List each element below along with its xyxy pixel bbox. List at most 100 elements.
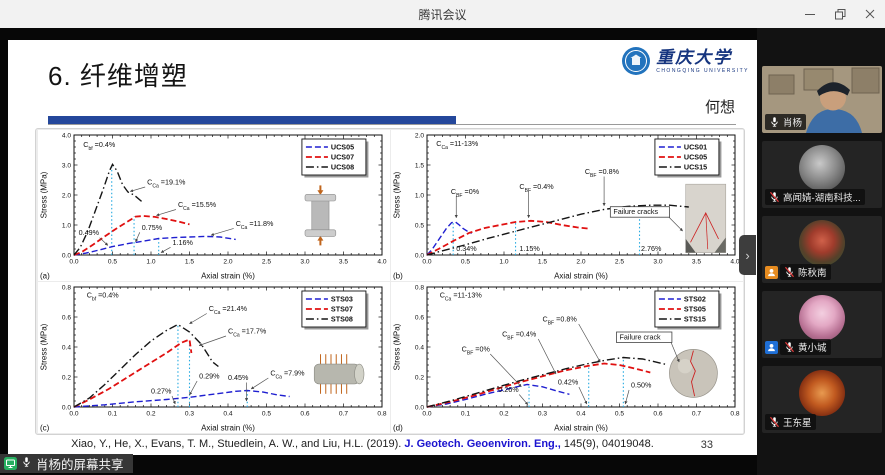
svg-text:0.0: 0.0 bbox=[69, 259, 78, 266]
svg-text:(d): (d) bbox=[393, 424, 403, 433]
svg-text:STS08: STS08 bbox=[331, 315, 353, 324]
svg-text:0.29%: 0.29% bbox=[199, 372, 220, 381]
microphone-muted-icon bbox=[769, 416, 780, 428]
minimize-icon bbox=[805, 14, 815, 15]
svg-text:1.16%: 1.16% bbox=[173, 238, 194, 247]
participant-nametag: 黄小城 bbox=[765, 339, 831, 355]
presentation-slide: 6. 纤维增塑 重庆大学 CHONGQING UNIVERSITY 何想 0.0… bbox=[8, 40, 757, 455]
svg-text:UCS05: UCS05 bbox=[684, 153, 707, 162]
svg-text:CCa =11-13%: CCa =11-13% bbox=[436, 139, 479, 151]
participant-tile[interactable]: 黄小城 bbox=[762, 291, 882, 358]
participant-tile[interactable]: 肖杨 bbox=[762, 66, 882, 133]
svg-text:0.2: 0.2 bbox=[62, 374, 71, 381]
participant-tile[interactable]: 陈秋南 bbox=[762, 216, 882, 283]
svg-text:0.1: 0.1 bbox=[461, 411, 470, 418]
svg-text:2.5: 2.5 bbox=[262, 259, 271, 266]
microphone-icon bbox=[21, 455, 32, 473]
svg-text:0.0: 0.0 bbox=[422, 411, 431, 418]
svg-text:0.8: 0.8 bbox=[62, 284, 71, 291]
svg-text:STS03: STS03 bbox=[331, 295, 353, 304]
restore-icon bbox=[834, 8, 845, 19]
share-banner-text: 肖杨的屏幕共享 bbox=[36, 458, 124, 472]
figure-panel: 0.0 0.5 1.0 1.5 2.0 2.5 3.0 3.5 4.0 0.0 1.0 2.0 3.0 4… bbox=[35, 128, 745, 435]
svg-text:0.0: 0.0 bbox=[415, 404, 424, 411]
avatar bbox=[799, 220, 845, 266]
chevron-right-icon: › bbox=[745, 247, 750, 263]
svg-text:Axial strain (%): Axial strain (%) bbox=[201, 424, 255, 433]
svg-text:3.0: 3.0 bbox=[300, 259, 309, 266]
participants-sidebar: 肖杨 高闻婧-湖南科技... 陈秋南 黄小城 王东星 bbox=[757, 28, 885, 475]
svg-text:0.45%: 0.45% bbox=[228, 373, 249, 382]
svg-text:STS05: STS05 bbox=[684, 305, 706, 314]
svg-text:2.0: 2.0 bbox=[576, 259, 585, 266]
svg-text:0.5: 0.5 bbox=[108, 259, 117, 266]
role-badge bbox=[765, 265, 778, 279]
microphone-muted-icon bbox=[784, 341, 795, 353]
svg-text:0.4: 0.4 bbox=[576, 411, 585, 418]
svg-text:Stress (MPa): Stress (MPa) bbox=[393, 323, 402, 370]
svg-text:1.0: 1.0 bbox=[62, 222, 71, 229]
participant-tile[interactable]: 王东星 bbox=[762, 366, 882, 433]
svg-text:Axial strain (%): Axial strain (%) bbox=[554, 424, 608, 433]
svg-text:3.5: 3.5 bbox=[339, 259, 348, 266]
svg-text:Stress (MPa): Stress (MPa) bbox=[40, 323, 49, 370]
svg-text:0.1: 0.1 bbox=[108, 411, 117, 418]
citation-authors: Xiao, Y., He, X., Evans, T. M., Stuedlei… bbox=[71, 438, 405, 450]
svg-text:0.0: 0.0 bbox=[62, 404, 71, 411]
window-title: 腾讯会议 bbox=[418, 7, 467, 22]
svg-text:0.4: 0.4 bbox=[223, 411, 232, 418]
participant-nametag: 陈秋南 bbox=[765, 264, 831, 280]
svg-text:0.8: 0.8 bbox=[377, 411, 386, 418]
svg-text:UCS01: UCS01 bbox=[684, 143, 707, 152]
svg-text:(b): (b) bbox=[393, 272, 403, 281]
participant-nametag: 王东星 bbox=[765, 414, 816, 430]
chart-c: 0.0 0.1 0.2 0.3 0.4 0.5 0.6 0.7 0.8 0.0 0.2 0.4 0.6 0… bbox=[38, 282, 390, 433]
citation-issue: 145(9), 04019048. bbox=[560, 438, 654, 450]
svg-text:0.2: 0.2 bbox=[499, 411, 508, 418]
participant-name: 王东星 bbox=[783, 418, 812, 429]
svg-text:0.6: 0.6 bbox=[653, 411, 662, 418]
chart-a: 0.0 0.5 1.0 1.5 2.0 2.5 3.0 3.5 4.0 0.0 1.0 2.0 3.0 4… bbox=[38, 130, 390, 281]
person-icon bbox=[768, 268, 775, 276]
role-badge bbox=[765, 340, 778, 354]
svg-text:2.5: 2.5 bbox=[615, 259, 624, 266]
sidebar-collapse-handle[interactable]: › bbox=[739, 235, 756, 275]
microphone-muted-icon bbox=[784, 266, 795, 278]
svg-text:1.0: 1.0 bbox=[146, 259, 155, 266]
svg-text:0.5: 0.5 bbox=[615, 411, 624, 418]
screen-share-icon bbox=[4, 457, 17, 470]
svg-text:STS15: STS15 bbox=[684, 315, 706, 324]
svg-text:0.6: 0.6 bbox=[62, 314, 71, 321]
svg-text:0.5: 0.5 bbox=[262, 411, 271, 418]
university-name-cn: 重庆大学 bbox=[656, 47, 733, 67]
svg-text:1.0: 1.0 bbox=[415, 192, 424, 199]
avatar bbox=[799, 295, 845, 341]
title-accent-line bbox=[48, 124, 736, 125]
close-button[interactable] bbox=[855, 0, 885, 28]
participant-tile[interactable]: 高闻婧-湖南科技... bbox=[762, 141, 882, 208]
window-controls bbox=[795, 0, 885, 28]
microphone-icon bbox=[23, 456, 30, 467]
svg-text:0.34%: 0.34% bbox=[456, 244, 477, 253]
avatar bbox=[799, 370, 845, 416]
svg-text:0.6: 0.6 bbox=[300, 411, 309, 418]
svg-text:0.42%: 0.42% bbox=[558, 378, 579, 387]
svg-text:0.8: 0.8 bbox=[415, 284, 424, 291]
svg-text:2.0: 2.0 bbox=[415, 132, 424, 139]
svg-text:0.7: 0.7 bbox=[339, 411, 348, 418]
svg-text:0.0: 0.0 bbox=[422, 259, 431, 266]
svg-text:0.7: 0.7 bbox=[692, 411, 701, 418]
restore-button[interactable] bbox=[825, 0, 855, 28]
minimize-button[interactable] bbox=[795, 0, 825, 28]
svg-text:0.26%: 0.26% bbox=[498, 385, 519, 394]
slide-title: 6. 纤维增塑 bbox=[48, 61, 188, 91]
participant-name: 肖杨 bbox=[783, 118, 803, 129]
svg-text:0.2: 0.2 bbox=[146, 411, 155, 418]
svg-text:STS02: STS02 bbox=[684, 295, 706, 304]
svg-text:0.8: 0.8 bbox=[730, 411, 739, 418]
svg-text:(c): (c) bbox=[40, 424, 50, 433]
svg-text:0.2: 0.2 bbox=[415, 374, 424, 381]
svg-text:UCS15: UCS15 bbox=[684, 163, 707, 172]
svg-text:1.5: 1.5 bbox=[538, 259, 547, 266]
svg-text:0.4: 0.4 bbox=[62, 344, 71, 351]
